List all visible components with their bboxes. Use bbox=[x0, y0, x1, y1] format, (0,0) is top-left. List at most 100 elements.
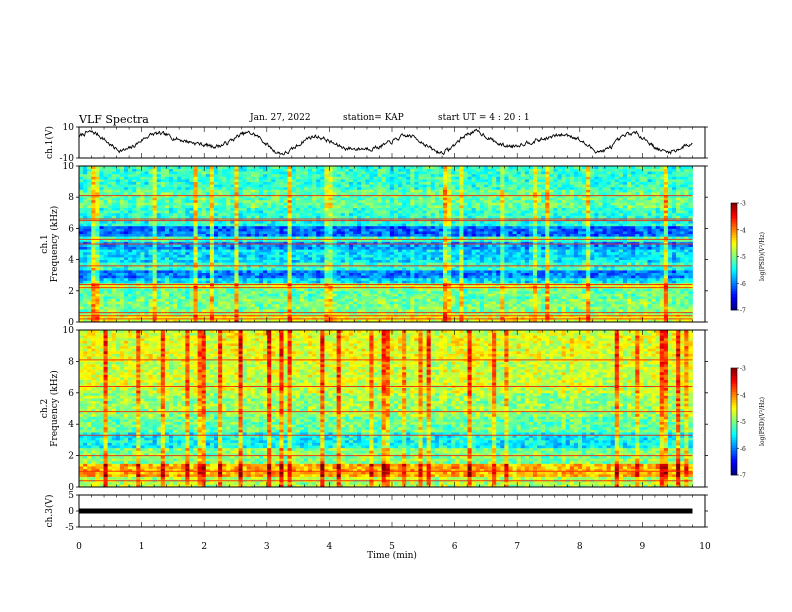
ch1-spectrogram-cell bbox=[189, 277, 194, 281]
ch1-spectrogram-cell bbox=[79, 246, 84, 250]
ch1-spectrogram-cell bbox=[148, 262, 154, 266]
ch1-spectrogram-cell bbox=[299, 298, 305, 302]
ch1-spectrogram-cell bbox=[545, 316, 550, 320]
ch1-spectrogram-cell bbox=[160, 309, 166, 312]
ch1-spectrogram-cell bbox=[610, 270, 616, 273]
ch1-spectrogram-cell bbox=[393, 257, 399, 260]
ch1-spectrogram-cell bbox=[430, 306, 436, 310]
ch1-spectrogram-cell bbox=[528, 267, 534, 271]
ch1-spectrogram-cell bbox=[275, 270, 280, 273]
ch1-spectrogram-cell bbox=[561, 319, 567, 323]
ch1-spectrogram-cell bbox=[185, 316, 190, 320]
ch1-spectrogram-cell bbox=[520, 309, 526, 312]
ch1-spectrogram-cell bbox=[655, 259, 661, 263]
ch1-spectrogram-cell bbox=[177, 280, 182, 284]
ch1-spectrogram-cell bbox=[320, 259, 325, 263]
ch1-spectrogram-cell bbox=[639, 238, 644, 242]
ch1-spectrogram-cell bbox=[672, 257, 677, 260]
ch1-spectrogram-cell bbox=[348, 270, 354, 273]
ch1-spectrogram-cell bbox=[328, 249, 333, 253]
ch1-spectrogram-cell bbox=[324, 267, 329, 271]
ch1-spectrogram-cell bbox=[353, 259, 358, 263]
ch1-spectrogram-cell bbox=[520, 254, 526, 258]
ch1-spectrogram-cell bbox=[500, 244, 505, 247]
ch1-spectrogram-cell bbox=[504, 288, 509, 292]
ch1-spectrogram-cell bbox=[205, 293, 211, 297]
ch1-spectrogram-cell bbox=[455, 241, 460, 245]
ch1-spectrogram-cell bbox=[316, 262, 321, 266]
ch1-spectrogram-cell bbox=[197, 301, 203, 305]
ch1-spectrogram-cell bbox=[414, 249, 419, 253]
ch1-spectrogram-cell bbox=[79, 301, 84, 305]
ch1-spectrogram-cell bbox=[218, 275, 223, 279]
ch1-spectrogram-cell bbox=[504, 246, 509, 250]
ch1-spectrogram-cell bbox=[83, 267, 88, 271]
ch1-spectrogram-cell bbox=[385, 257, 391, 260]
ch1-spectrogram-cell bbox=[181, 275, 186, 279]
ch1-spectrogram-cell bbox=[385, 272, 391, 276]
ch1-spectrogram-cell bbox=[185, 306, 190, 310]
ch1-spectrogram-cell bbox=[369, 241, 374, 245]
ch1-spectrogram-cell bbox=[369, 277, 374, 281]
ch1-spectrogram-cell bbox=[201, 275, 207, 279]
ch1-spectrogram-cell bbox=[111, 254, 117, 258]
ch1-spectrogram-cell bbox=[193, 236, 199, 240]
ch1-spectrogram-cell bbox=[524, 259, 530, 263]
ch1-spectrogram-cell bbox=[463, 319, 468, 323]
ch1-spectrogram-cell bbox=[144, 259, 149, 263]
ch1-spectrogram-cell bbox=[136, 236, 141, 240]
ch1-spectrogram-cell bbox=[667, 319, 673, 323]
ch1-spectrogram-cell bbox=[569, 254, 575, 258]
ch1-spectrogram-cell bbox=[479, 293, 485, 297]
ch1-spectrogram-cell bbox=[381, 288, 387, 292]
ch1-spectrogram-cell bbox=[483, 309, 489, 312]
ch1-spectrogram-cell bbox=[173, 244, 178, 247]
ch1-spectrogram-cell bbox=[107, 290, 113, 294]
ch1-spectrogram-cell bbox=[479, 319, 485, 323]
ch1-spectrogram-cell bbox=[561, 277, 567, 281]
ch1-spectrogram-cell bbox=[569, 316, 575, 320]
ch1-spectrogram-cell bbox=[647, 241, 652, 245]
ch1-spectrogram-cell bbox=[553, 288, 558, 292]
ch1-spectrogram-cell bbox=[430, 257, 436, 260]
ch1-spectrogram-cell bbox=[622, 259, 628, 263]
ch1-spectrogram-cell bbox=[524, 277, 530, 281]
ch1-spectrogram-cell bbox=[91, 277, 96, 281]
ch1-spectrogram-cell bbox=[451, 249, 456, 253]
ch1-spectrogram-cell bbox=[83, 288, 88, 292]
ch1-spectrogram-cell bbox=[496, 301, 501, 305]
ch1-spectrogram-cell bbox=[496, 270, 501, 273]
ch1-spectrogram-cell bbox=[663, 267, 669, 271]
ch1-spectrogram-cell bbox=[156, 270, 162, 273]
ch1-spectrogram-cell bbox=[455, 259, 460, 263]
ch1-spectrogram-cell bbox=[185, 257, 190, 260]
ch1-spectrogram-cell bbox=[201, 306, 207, 310]
ch1-spectrogram-cell bbox=[83, 249, 88, 253]
ch1-spectrogram-cell bbox=[594, 280, 599, 284]
ch1-spectrogram-cell bbox=[254, 270, 260, 273]
ch1-spectrogram-cell bbox=[213, 296, 219, 299]
ch1-spectrogram-cell bbox=[541, 272, 546, 276]
ch1-spectrogram-cell bbox=[87, 319, 92, 323]
ch1-spectrogram-cell bbox=[500, 251, 505, 255]
ch1-spectrogram-cell bbox=[299, 290, 305, 294]
ch1-spectrogram-cell bbox=[308, 277, 313, 281]
ch1-spectrogram-cell bbox=[258, 244, 264, 247]
ch1-spectrogram-cell bbox=[271, 277, 276, 281]
ch1-spectrogram-cell bbox=[610, 241, 616, 245]
ch1-spectrogram-cell bbox=[573, 257, 579, 260]
ch1-spectrogram-cell bbox=[250, 290, 256, 294]
ch1-spectrogram-cell bbox=[541, 254, 546, 258]
ch1-spectrogram-cell bbox=[492, 285, 497, 289]
ch1-spectrogram-cell bbox=[140, 254, 145, 258]
ch1-spectrogram-cell bbox=[95, 257, 100, 260]
ch1-spectrogram-cell bbox=[136, 267, 141, 271]
ch1-spectrogram-cell bbox=[643, 298, 648, 302]
ch1-spectrogram-cell bbox=[455, 238, 460, 242]
ch1-spectrogram-cell bbox=[258, 303, 264, 307]
ch1-spectrogram-cell bbox=[418, 267, 423, 271]
ch1-spectrogram-cell bbox=[226, 254, 231, 258]
ch1-spectrogram-cell bbox=[610, 306, 616, 310]
ch1-spectrogram-cell bbox=[136, 293, 141, 297]
ch1-spectrogram-cell bbox=[389, 270, 395, 273]
